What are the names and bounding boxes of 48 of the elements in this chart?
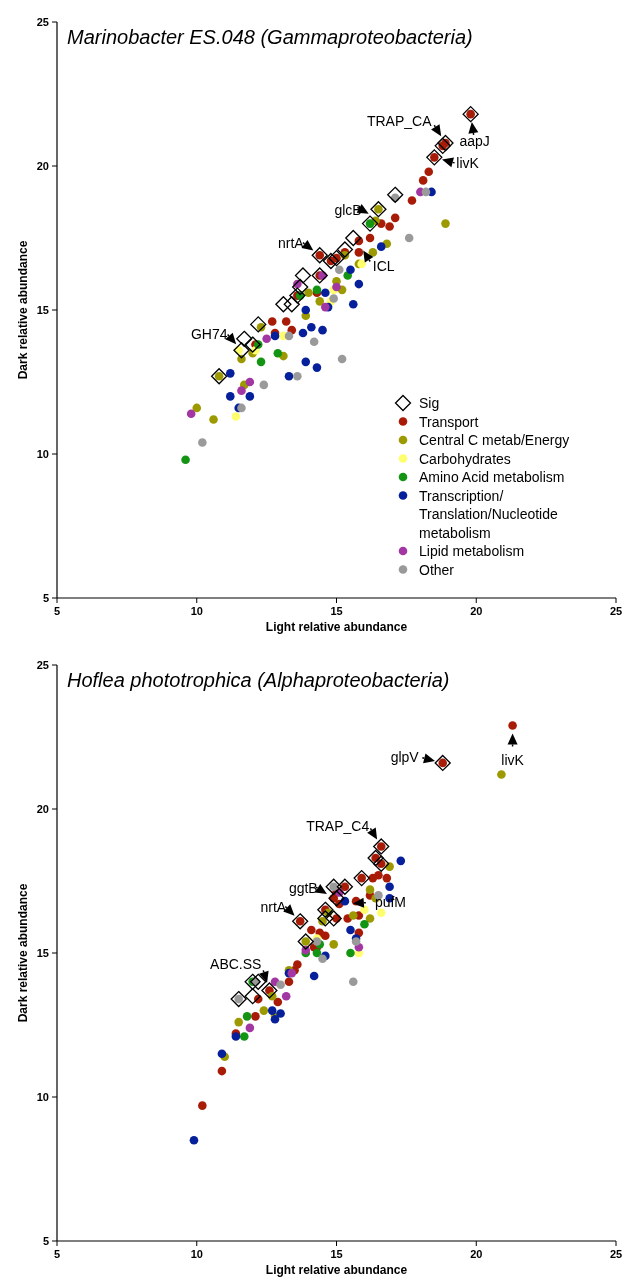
annotation: ggtB: [288, 880, 318, 897]
x-tick-label: 15: [330, 1248, 343, 1260]
x-tick-label: 25: [609, 605, 623, 617]
chart-title: Marinobacter ES.048 (Gammaproteobacteria): [67, 26, 473, 48]
annotation: nrtA: [278, 235, 305, 252]
x-axis-title: Light relative abundance: [265, 620, 408, 634]
annotation: livK: [456, 155, 480, 172]
x-tick-label: 5: [53, 605, 61, 617]
legend-label: Central C metab/Energy: [419, 432, 570, 448]
annotation: livK: [501, 752, 525, 769]
chart-title: Hoflea phototrophica (Alphaproteobacteria): [67, 669, 450, 691]
x-axis-title: Light relative abundance: [265, 1263, 408, 1277]
y-axis-title: Dark relative abundance: [16, 240, 30, 380]
legend-label: Other: [419, 561, 455, 578]
legend-label: Carbohydrates: [419, 450, 511, 467]
legend-label: Sig: [419, 395, 440, 411]
legend-label: Transcription/ Translation/Nucleotide metabolism: [419, 487, 558, 541]
annotation: GH74: [190, 326, 228, 343]
x-tick-label: 25: [609, 1248, 623, 1260]
x-tick-label: 20: [470, 1248, 483, 1260]
annotation: TRAP_CA: [366, 112, 433, 129]
annotation: aapJ: [459, 133, 490, 150]
legend-label: Transport: [419, 413, 479, 430]
y-tick-label: 5: [42, 592, 49, 604]
x-tick-label: 10: [190, 1248, 203, 1260]
annotation: ABC.SS: [210, 956, 262, 973]
y-tick-label: 15: [36, 304, 49, 316]
annotation: glpV: [390, 748, 420, 765]
annotation: pufM: [374, 894, 407, 911]
y-tick-label: 20: [36, 160, 49, 172]
legend-label: Amino Acid metabolism: [419, 469, 565, 485]
annotation: glcB: [334, 201, 362, 218]
legend-label: Lipid metabolism: [419, 543, 525, 559]
annotation: ICL: [372, 257, 395, 274]
x-tick-label: 10: [190, 605, 203, 617]
y-axis-title: Dark relative abundance: [16, 883, 30, 1023]
y-tick-label: 5: [42, 1235, 49, 1247]
y-tick-label: 15: [36, 947, 49, 959]
y-tick-label: 10: [36, 448, 49, 460]
y-tick-label: 20: [36, 803, 49, 815]
y-tick-label: 10: [36, 1091, 49, 1103]
annotation: nrtA: [260, 899, 287, 916]
x-tick-label: 20: [470, 605, 483, 617]
x-tick-label: 5: [53, 1248, 61, 1260]
y-tick-label: 25: [36, 659, 49, 671]
x-tick-label: 15: [330, 605, 343, 617]
annotation: TRAP_C4: [306, 818, 370, 835]
y-tick-label: 25: [36, 16, 49, 28]
